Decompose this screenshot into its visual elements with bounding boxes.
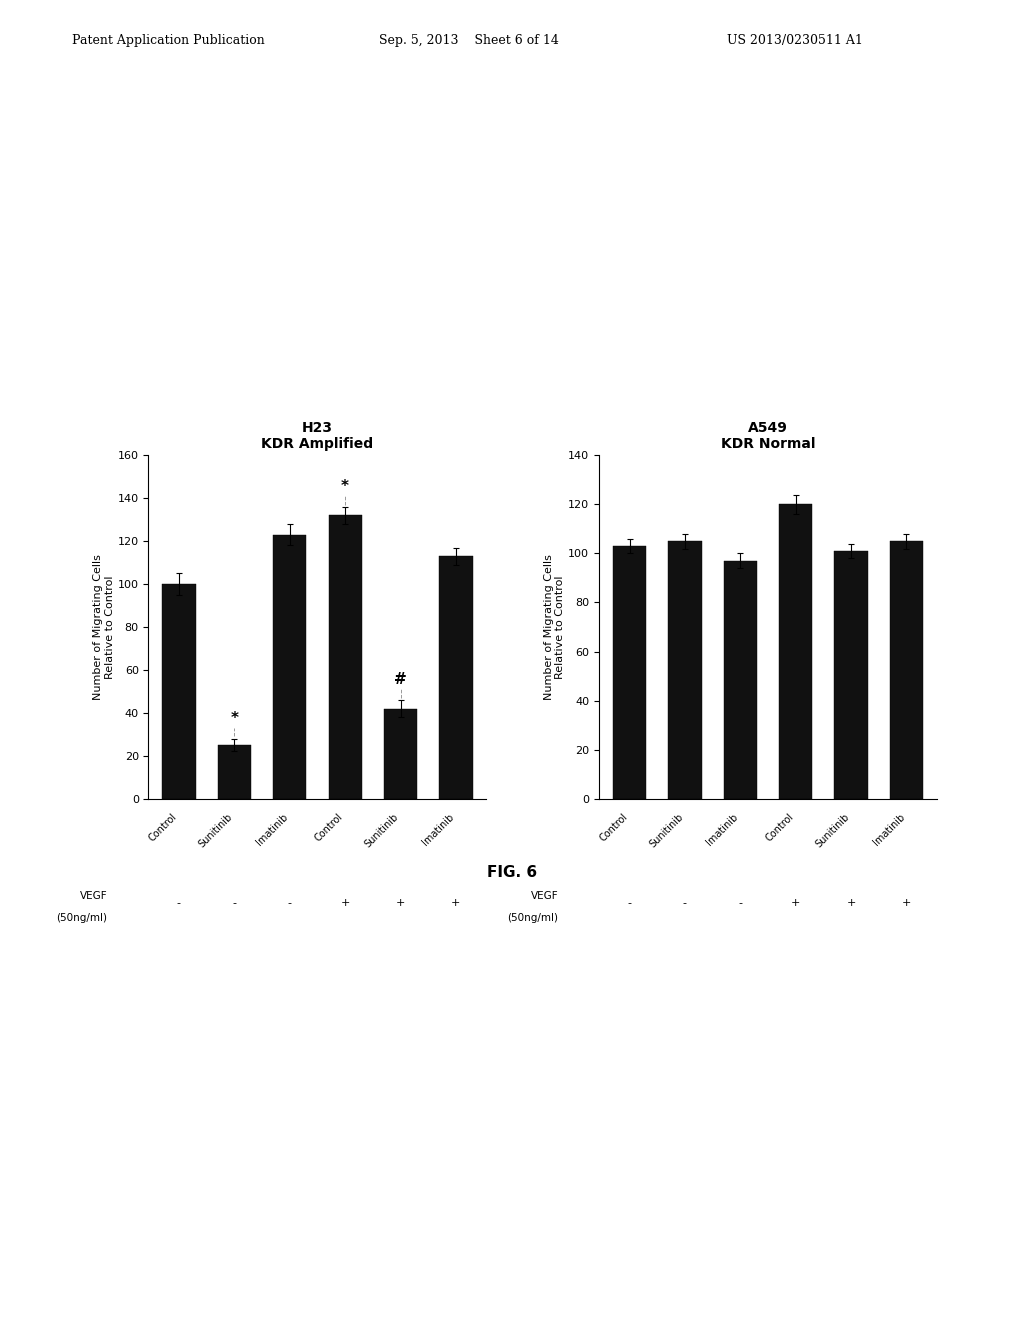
Text: +: + — [396, 898, 406, 908]
Text: Control: Control — [313, 812, 345, 843]
Text: Sunitinib: Sunitinib — [647, 812, 685, 850]
Text: Patent Application Publication: Patent Application Publication — [72, 33, 264, 46]
Title: H23
KDR Amplified: H23 KDR Amplified — [261, 421, 374, 451]
Text: -: - — [177, 898, 181, 908]
Text: +: + — [902, 898, 911, 908]
Bar — [835, 550, 867, 799]
Bar — [384, 709, 417, 799]
Y-axis label: Number of Migrating Cells
Relative to Control: Number of Migrating Cells Relative to Co… — [93, 554, 115, 700]
Bar — [163, 583, 196, 799]
Text: (50ng/ml): (50ng/ml) — [507, 913, 558, 924]
Text: US 2013/0230511 A1: US 2013/0230511 A1 — [727, 33, 863, 46]
Text: Imatinib: Imatinib — [254, 812, 290, 847]
Bar — [439, 556, 472, 799]
Title: A549
KDR Normal: A549 KDR Normal — [721, 421, 815, 451]
Text: -: - — [232, 898, 237, 908]
Text: VEGF: VEGF — [530, 891, 558, 902]
Text: Control: Control — [598, 812, 630, 843]
Text: Imatinib: Imatinib — [421, 812, 456, 847]
Y-axis label: Number of Migrating Cells
Relative to Control: Number of Migrating Cells Relative to Co… — [544, 554, 565, 700]
Text: VEGF: VEGF — [80, 891, 108, 902]
Text: Sep. 5, 2013    Sheet 6 of 14: Sep. 5, 2013 Sheet 6 of 14 — [379, 33, 559, 46]
Text: Imatinib: Imatinib — [871, 812, 906, 847]
Text: Sunitinib: Sunitinib — [813, 812, 851, 850]
Text: -: - — [683, 898, 687, 908]
Text: +: + — [847, 898, 856, 908]
Text: Control: Control — [764, 812, 796, 843]
Text: Sunitinib: Sunitinib — [362, 812, 400, 850]
Bar — [273, 535, 306, 799]
Bar — [779, 504, 812, 799]
Text: Sunitinib: Sunitinib — [197, 812, 234, 850]
Text: Control: Control — [147, 812, 179, 843]
Text: *: * — [341, 479, 349, 494]
Text: -: - — [628, 898, 632, 908]
Bar — [669, 541, 701, 799]
Text: (50ng/ml): (50ng/ml) — [56, 913, 108, 924]
Bar — [724, 561, 757, 799]
Text: +: + — [340, 898, 350, 908]
Text: Imatinib: Imatinib — [705, 812, 740, 847]
Text: *: * — [230, 710, 239, 726]
Text: FIG. 6: FIG. 6 — [487, 865, 537, 879]
Text: -: - — [738, 898, 742, 908]
Text: #: # — [394, 672, 407, 686]
Bar — [329, 516, 361, 799]
Text: +: + — [452, 898, 461, 908]
Bar — [218, 744, 251, 799]
Text: -: - — [288, 898, 292, 908]
Bar — [613, 546, 646, 799]
Text: +: + — [791, 898, 801, 908]
Bar — [890, 541, 923, 799]
